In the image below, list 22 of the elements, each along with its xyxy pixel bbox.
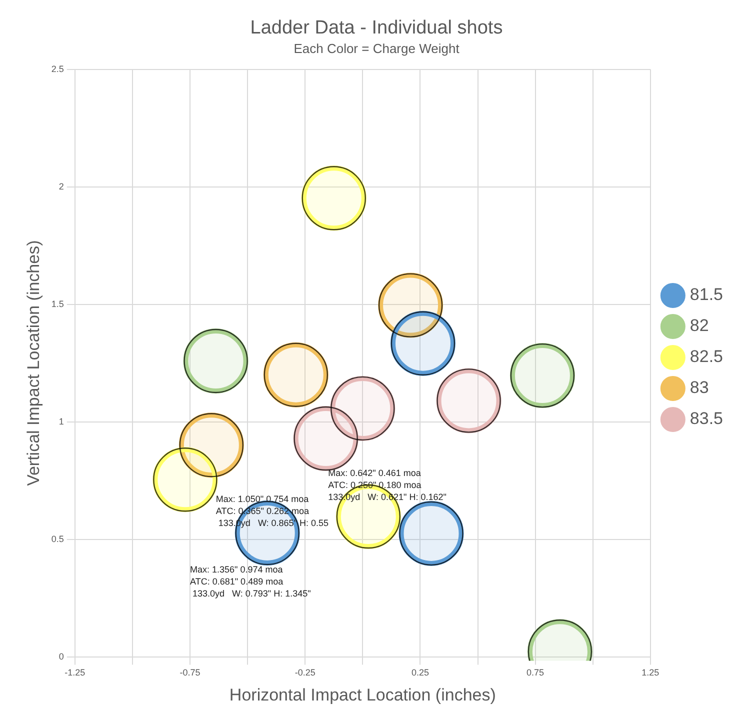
y-tick-label: 2.5 — [51, 64, 64, 74]
y-tick-label: 0.5 — [51, 534, 64, 544]
y-tick-label: 0 — [58, 651, 64, 662]
x-tick-label: -1.25 — [64, 668, 86, 678]
x-tick-label: 1.25 — [642, 668, 660, 678]
legend-label: 82.5 — [690, 347, 724, 366]
x-tick-label: 0.75 — [526, 668, 544, 678]
y-axis-title: Vertical Impact Location (inches) — [24, 240, 43, 486]
y-tick-label: 2 — [58, 181, 64, 192]
chart-title: Ladder Data - Individual shots — [250, 18, 503, 39]
chart-subtitle: Each Color = Charge Weight — [294, 41, 460, 56]
annotation: Max: 1.356" 0.974 moa ATC: 0.681" 0.489 moa 133.0yd W: 0.793" H: 1.345" — [190, 564, 311, 599]
x-tick-label: 0.25 — [411, 668, 429, 678]
x-tick-label: -0.25 — [294, 668, 316, 678]
legend-label: 82 — [690, 316, 709, 336]
legend-label: 83.5 — [690, 409, 724, 428]
y-tick-label: 1 — [58, 416, 64, 426]
x-tick-label: -0.75 — [180, 668, 200, 678]
legend-label: 81.5 — [690, 285, 724, 304]
x-axis-title: Horizontal Impact Location (inches) — [229, 685, 496, 704]
y-tick-label: 1.5 — [51, 298, 64, 309]
legend-label: 83 — [690, 378, 709, 398]
